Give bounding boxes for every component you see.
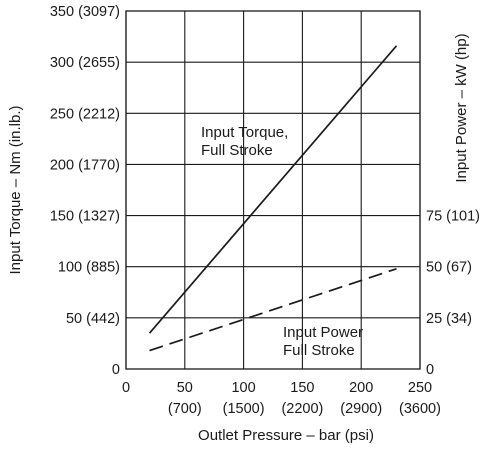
left-y-tick-label: 150 (1327) (50, 209, 120, 225)
left-y-axis-ticks: 0 50 (442) 100 (885) 150 (1327) 200 (1770) 25… (50, 4, 120, 378)
right-y-tick-label: 50 (67) (426, 260, 472, 276)
left-y-tick-label: 300 (2655) (50, 55, 120, 71)
x-tick-label: 150 (290, 380, 314, 396)
x-axis-ticks: 0 50 (700) 100 (1500) 150 (2200) 200 (2900) 250 (3… (122, 380, 441, 417)
left-y-axis-label: Input Torque – Nm (in.lb.) (7, 106, 24, 275)
x-tick-sublabel: (2200) (281, 401, 323, 417)
axes (125, 10, 421, 370)
left-y-tick-label: 200 (1770) (50, 157, 120, 173)
x-tick-label: 200 (349, 380, 373, 396)
right-y-axis-label: Input Power – kW (hp) (453, 33, 470, 182)
series-lines (148, 45, 398, 352)
right-y-tick-label: 0 (426, 362, 434, 378)
series-label-line: Full Stroke (201, 142, 273, 159)
series-line-input-torque (148, 45, 398, 334)
right-y-tick-label: 25 (34) (426, 311, 472, 327)
x-tick-sublabel: (700) (168, 401, 202, 417)
x-tick-label: 100 (231, 380, 255, 396)
series-label-line: Input Power (283, 324, 363, 341)
series-label-line: Input Torque, (201, 124, 288, 141)
left-y-tick-label: 0 (112, 362, 120, 378)
x-tick-sublabel: (3600) (399, 401, 441, 417)
series-line-input-power (149, 267, 397, 352)
x-tick-label: 0 (122, 380, 130, 396)
series-label-line: Full Stroke (283, 342, 355, 359)
plot-frame (125, 10, 421, 370)
x-tick-label: 50 (177, 380, 193, 396)
left-y-tick-label: 250 (2212) (50, 106, 120, 122)
x-tick-label: 250 (408, 380, 432, 396)
x-tick-sublabel: (2900) (340, 401, 382, 417)
x-axis-label: Outlet Pressure – bar (psi) (198, 427, 374, 444)
right-y-tick-label: 75 (101) (426, 209, 480, 225)
left-y-tick-label: 50 (442) (66, 311, 120, 327)
left-y-tick-label: 100 (885) (58, 260, 120, 276)
x-tick-sublabel: (1500) (223, 401, 265, 417)
right-y-axis-ticks: 0 25 (34) 50 (67) 75 (101) (426, 209, 480, 378)
left-y-tick-label: 350 (3097) (50, 4, 120, 20)
